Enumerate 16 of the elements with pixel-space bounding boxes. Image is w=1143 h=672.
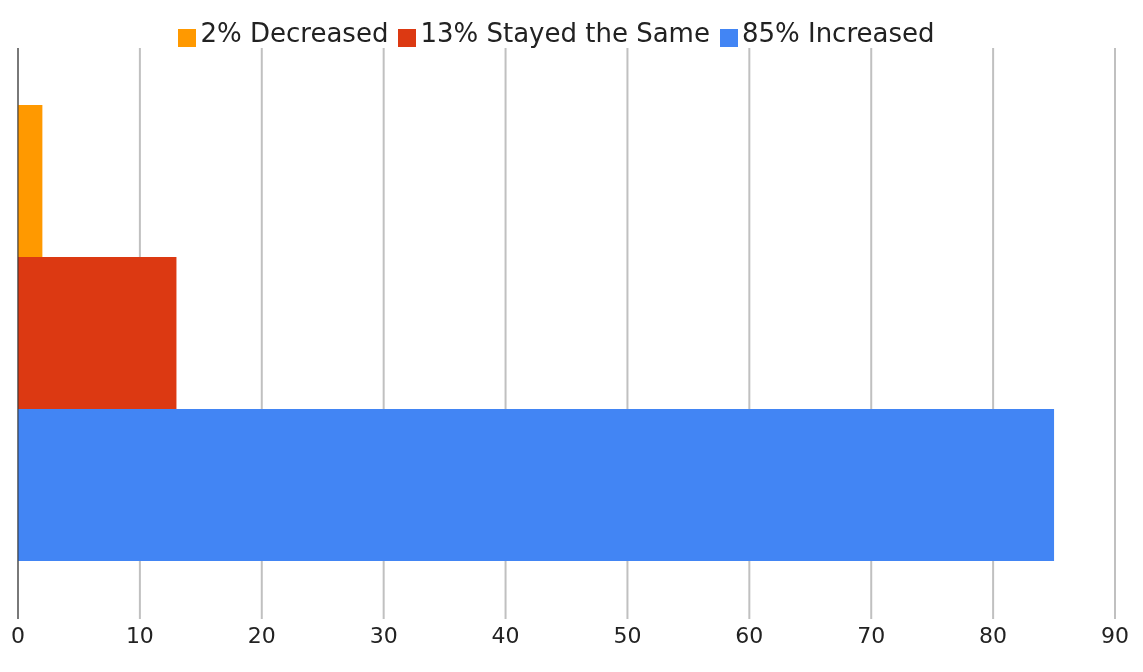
x-tick-label: 80 bbox=[979, 622, 1008, 648]
x-tick-label: 90 bbox=[1101, 622, 1129, 648]
x-tick-label: 0 bbox=[11, 622, 25, 648]
legend-label: 85% Increased bbox=[741, 18, 935, 48]
legend-label: 13% Stayed the Same bbox=[420, 18, 710, 48]
bar bbox=[18, 409, 1055, 562]
x-tick-label: 50 bbox=[613, 622, 642, 648]
legend-label: 2% Decreased bbox=[200, 18, 389, 48]
x-tick-label: 10 bbox=[125, 622, 154, 648]
x-tick-label: 60 bbox=[735, 622, 764, 648]
bar bbox=[18, 257, 177, 410]
x-tick-label: 40 bbox=[491, 622, 520, 648]
x-tick-label: 30 bbox=[369, 622, 398, 648]
x-tick-label: 70 bbox=[857, 622, 886, 648]
bar bbox=[18, 105, 43, 258]
x-tick-label: 20 bbox=[247, 622, 276, 648]
